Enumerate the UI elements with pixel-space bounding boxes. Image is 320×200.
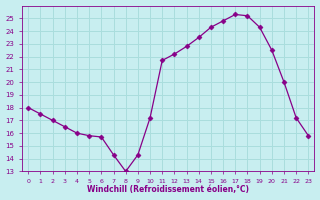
X-axis label: Windchill (Refroidissement éolien,°C): Windchill (Refroidissement éolien,°C)	[87, 185, 249, 194]
